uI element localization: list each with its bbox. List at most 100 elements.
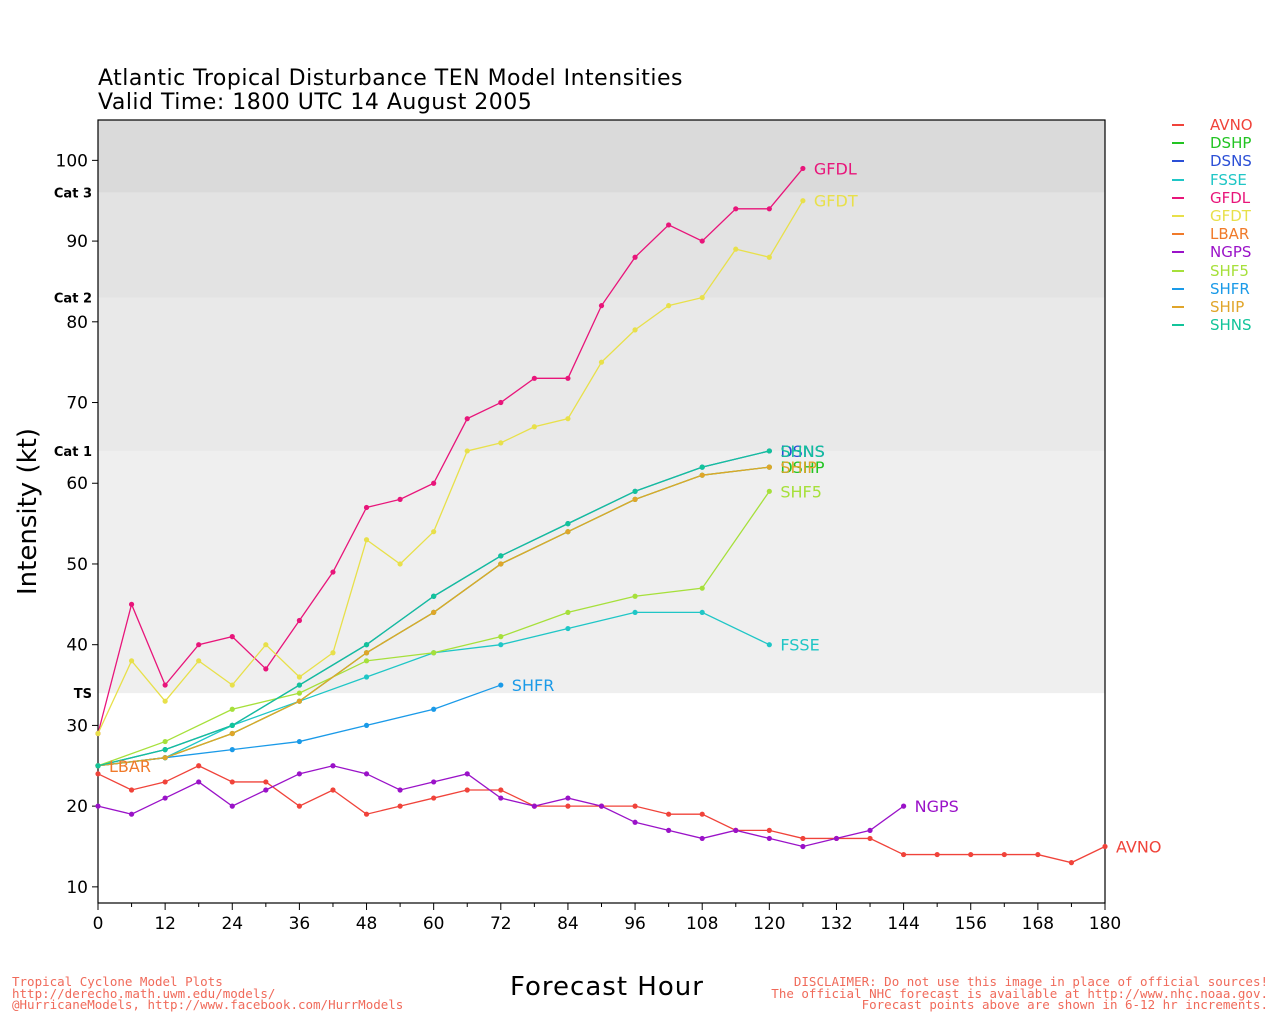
end-label-ngps: NGPS bbox=[915, 797, 959, 816]
legend-swatch bbox=[1172, 178, 1184, 181]
legend-item-dshp: DSHP bbox=[1172, 134, 1253, 152]
point-avno bbox=[1035, 851, 1041, 858]
y-tick-label: 50 bbox=[66, 555, 88, 575]
point-shfr bbox=[363, 722, 370, 729]
point-shf5 bbox=[162, 738, 168, 745]
x-tick-label: 156 bbox=[955, 914, 987, 934]
point-avno bbox=[128, 787, 135, 793]
point-gfdt bbox=[531, 424, 537, 430]
footer-credits: Tropical Cyclone Model Plots http://derec… bbox=[12, 976, 403, 1011]
point-ngps bbox=[565, 795, 571, 801]
point-gfdl bbox=[431, 480, 437, 486]
point-ngps bbox=[229, 803, 235, 809]
point-shns bbox=[766, 448, 772, 454]
chart-title: Atlantic Tropical Disturbance TEN Model … bbox=[98, 66, 683, 91]
point-ship bbox=[699, 472, 705, 478]
point-gfdt bbox=[699, 294, 705, 301]
point-gfdt bbox=[632, 327, 638, 333]
point-avno bbox=[632, 803, 638, 809]
point-avno bbox=[934, 851, 940, 858]
point-gfdt bbox=[498, 440, 504, 446]
legend-item-ship: SHIP bbox=[1172, 298, 1253, 316]
point-ngps bbox=[431, 779, 437, 785]
legend-swatch bbox=[1172, 196, 1184, 199]
point-gfdt bbox=[162, 698, 168, 704]
chart-subtitle: Valid Time: 1800 UTC 14 August 2005 bbox=[98, 90, 533, 115]
x-axis-title: Forecast Hour bbox=[510, 972, 704, 1002]
legend-swatch bbox=[1172, 233, 1184, 236]
point-gfdl bbox=[296, 617, 302, 624]
legend-item-shf5: SHF5 bbox=[1172, 262, 1253, 280]
point-ship bbox=[229, 730, 235, 737]
point-gfdt bbox=[766, 254, 772, 260]
point-ngps bbox=[901, 803, 907, 809]
legend-swatch bbox=[1172, 124, 1184, 127]
point-shns bbox=[498, 553, 504, 559]
point-avno bbox=[699, 811, 705, 817]
footer-line: The official NHC forecast is available a… bbox=[771, 985, 1268, 1001]
point-gfdt bbox=[95, 730, 101, 737]
point-avno bbox=[1068, 860, 1075, 866]
point-ngps bbox=[733, 827, 739, 833]
legend-label: GFDL bbox=[1210, 188, 1251, 207]
x-tick-label: 96 bbox=[624, 914, 646, 934]
point-gfdl bbox=[632, 254, 638, 260]
point-gfdt bbox=[330, 650, 336, 656]
point-avno bbox=[263, 779, 269, 785]
point-ngps bbox=[95, 803, 101, 809]
x-tick-label: 36 bbox=[289, 914, 311, 934]
point-gfdt bbox=[431, 529, 437, 535]
band-label: Cat 1 bbox=[54, 445, 92, 460]
y-tick-label: 70 bbox=[66, 394, 88, 414]
legend-swatch bbox=[1172, 269, 1184, 272]
point-gfdt bbox=[733, 246, 739, 252]
x-tick-label: 72 bbox=[490, 914, 512, 934]
point-avno bbox=[196, 763, 202, 769]
point-ngps bbox=[666, 827, 672, 833]
point-ship bbox=[632, 496, 638, 502]
band-ts bbox=[98, 450, 1105, 694]
point-gfdl bbox=[498, 399, 504, 406]
point-avno bbox=[901, 851, 907, 858]
point-avno bbox=[330, 787, 336, 793]
point-gfdl bbox=[263, 666, 269, 672]
point-fsse bbox=[632, 609, 638, 616]
x-tick-label: 0 bbox=[93, 914, 104, 934]
legend-swatch bbox=[1172, 324, 1184, 327]
point-gfdl bbox=[464, 416, 470, 422]
y-tick-label: 40 bbox=[66, 636, 88, 656]
point-gfdl bbox=[363, 504, 370, 511]
point-gfdt bbox=[263, 642, 269, 648]
point-ngps bbox=[699, 835, 705, 842]
series-line-gfdt bbox=[97, 200, 804, 734]
band-cat-1 bbox=[98, 297, 1105, 451]
y-tick-label: 10 bbox=[66, 878, 88, 898]
point-avno bbox=[1102, 843, 1108, 850]
legend-label: AVNO bbox=[1210, 116, 1253, 135]
point-gfdt bbox=[397, 561, 403, 567]
point-gfdt bbox=[363, 537, 370, 543]
point-ngps bbox=[397, 787, 403, 793]
point-ship bbox=[498, 561, 504, 567]
point-shns bbox=[363, 642, 370, 648]
point-gfdt bbox=[196, 658, 202, 664]
legend-item-shns: SHNS bbox=[1172, 316, 1253, 334]
point-avno bbox=[464, 787, 470, 793]
legend-label: DSHP bbox=[1210, 134, 1252, 153]
x-tick-label: 180 bbox=[1089, 914, 1121, 934]
x-tick-label: 24 bbox=[221, 914, 243, 934]
end-label-shfr: SHFR bbox=[512, 676, 555, 695]
legend-label: SHIP bbox=[1210, 297, 1245, 316]
point-gfdl bbox=[128, 601, 135, 607]
band-label: Cat 2 bbox=[54, 292, 92, 307]
point-ngps bbox=[800, 843, 806, 850]
legend: AVNO DSHP DSNS FSSE GFDL GFDT LBAR NGPS SHF5 SHFR… bbox=[1172, 116, 1253, 334]
end-label-dshp: DSHP bbox=[780, 458, 825, 477]
end-label-gfdl: GFDL bbox=[814, 159, 857, 178]
footer-line: Forecast points above are shown in 6-12 … bbox=[861, 997, 1268, 1012]
legend-swatch bbox=[1172, 160, 1184, 163]
band-label: TS bbox=[74, 687, 92, 702]
point-ngps bbox=[867, 827, 873, 833]
point-ngps bbox=[263, 787, 269, 793]
point-fsse bbox=[766, 642, 772, 648]
